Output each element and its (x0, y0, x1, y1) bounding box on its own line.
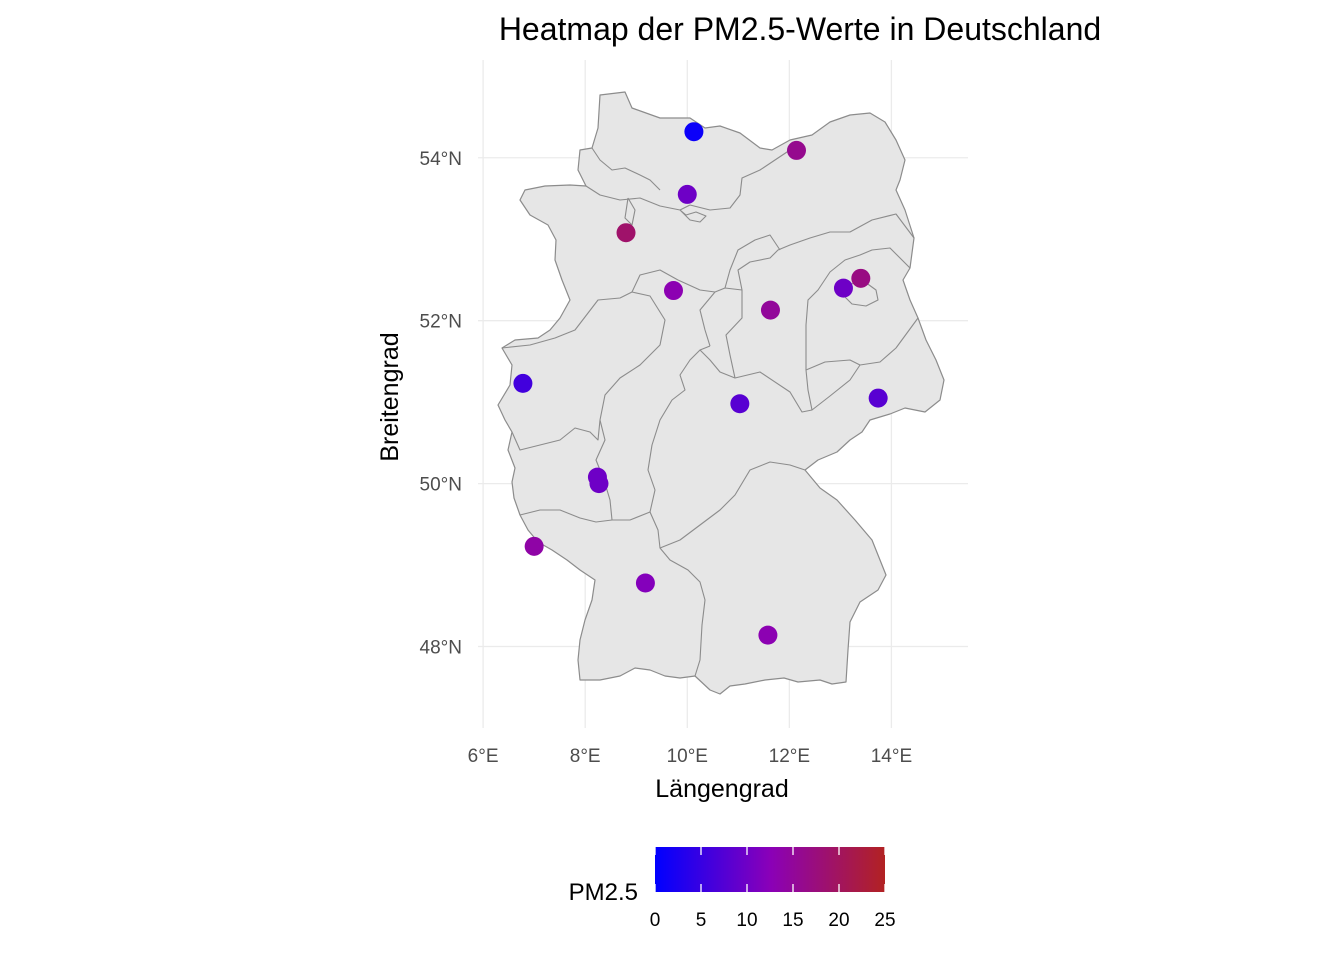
y-tick-label: 48°N (420, 638, 462, 659)
colorbar (655, 847, 885, 892)
germany-outline (497, 91, 945, 695)
pm25-point (833, 278, 853, 298)
pm25-point (616, 223, 636, 243)
pm25-point (851, 268, 871, 288)
legend-title: PM2.5 (569, 879, 638, 906)
pm25-point (589, 474, 609, 494)
legend-tick-label: 5 (696, 910, 707, 931)
state-borders (501, 147, 919, 677)
y-tick-label: 50°N (420, 475, 462, 496)
pm25-point (760, 300, 780, 320)
y-tick-label: 54°N (420, 149, 462, 170)
legend-tick-marks (654, 847, 886, 892)
pm25-point (758, 625, 778, 645)
x-tick-label: 12°E (769, 746, 810, 767)
y-axis-ticks: 48°N 50°N 52°N 54°N (420, 149, 462, 659)
pm25-points (513, 122, 888, 645)
pm25-point (787, 140, 806, 160)
legend-tick-label: 25 (874, 910, 895, 931)
legend-tick-label: 15 (782, 910, 803, 931)
y-tick-label: 52°N (420, 312, 462, 333)
chart-title: Heatmap der PM2.5-Werte in Deutschland (499, 11, 1101, 47)
pm25-point (868, 388, 888, 408)
pm25-point (635, 573, 655, 593)
x-tick-label: 8°E (570, 746, 601, 767)
legend-tick-label: 10 (736, 910, 757, 931)
x-tick-label: 14°E (871, 746, 912, 767)
pm25-point (677, 184, 697, 204)
legend-tick-label: 0 (650, 910, 661, 931)
pm25-point (730, 394, 750, 414)
legend-tick-label: 20 (828, 910, 849, 931)
x-tick-label: 10°E (667, 746, 708, 767)
legend-tick-labels: 0 5 10 15 20 25 (650, 910, 896, 931)
pm25-point (524, 536, 544, 556)
x-axis-ticks: 6°E 8°E 10°E 12°E 14°E (468, 746, 912, 767)
y-axis-title: Breitengrad (376, 332, 404, 461)
pm25-point (684, 122, 704, 142)
x-tick-label: 6°E (468, 746, 499, 767)
pm25-point (513, 373, 533, 393)
colorbar-legend: PM2.5 0 5 10 15 20 25 (569, 847, 896, 931)
pm25-point (663, 281, 683, 301)
x-axis-title: Längengrad (655, 775, 788, 803)
